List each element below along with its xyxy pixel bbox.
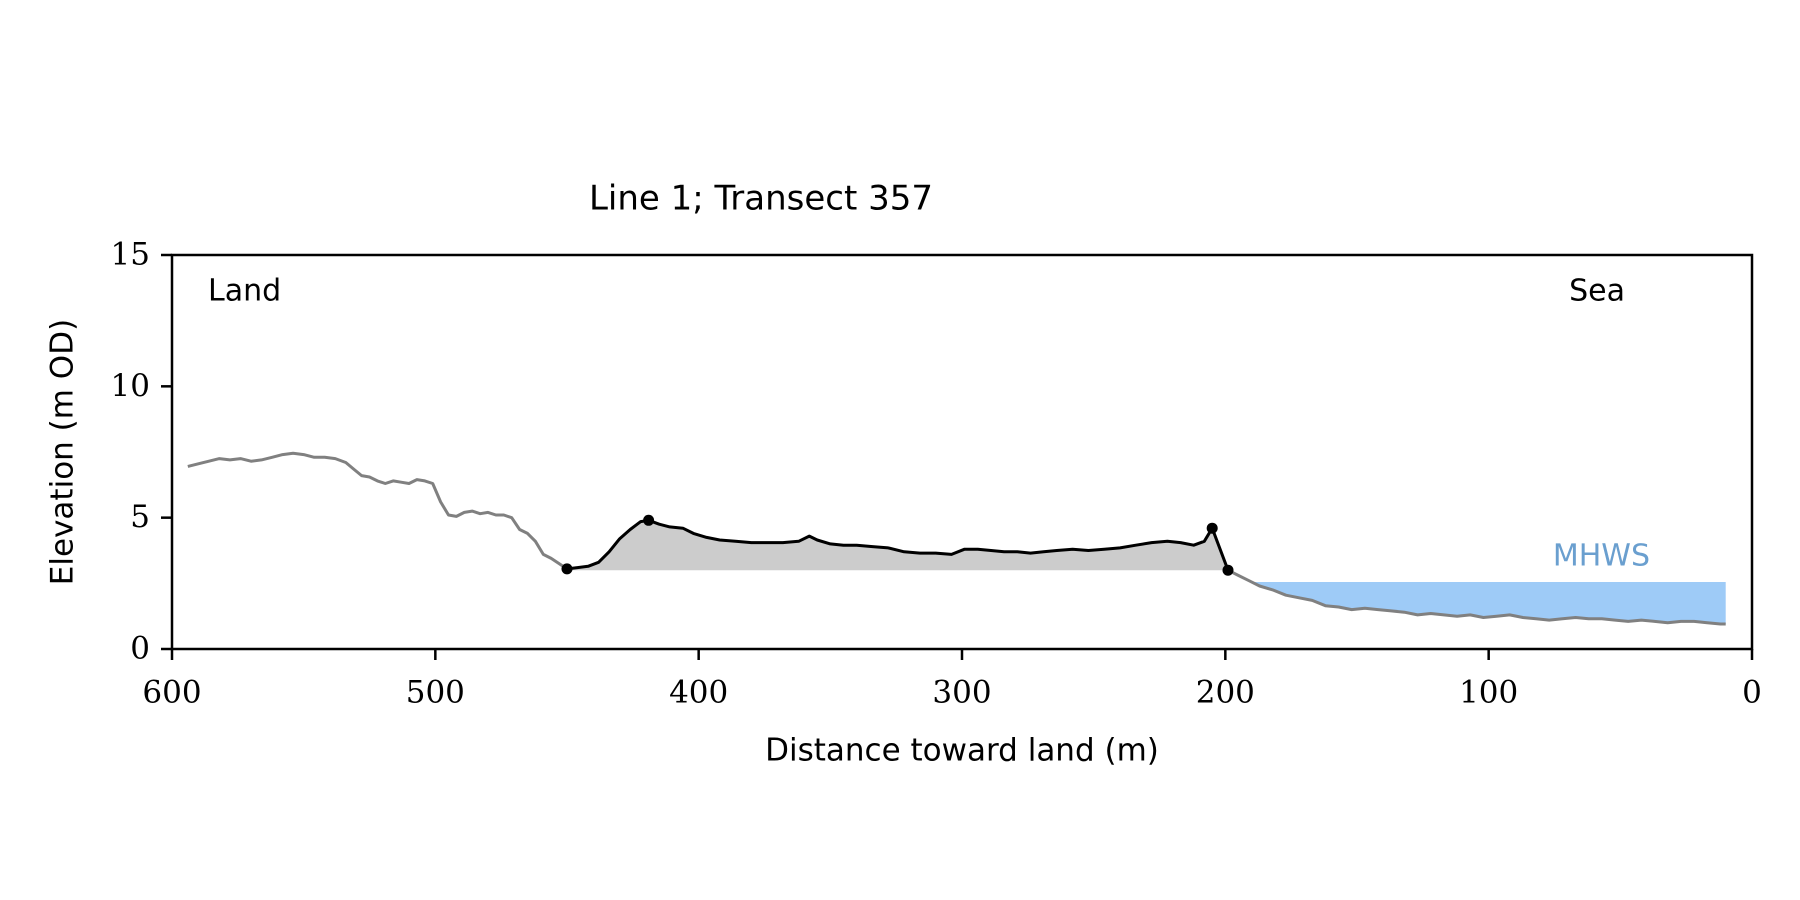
- chart-title: Line 1; Transect 357: [589, 179, 933, 219]
- y-tick-label: 0: [130, 631, 150, 667]
- x-tick-label: 100: [1459, 675, 1518, 711]
- dune-marker-2: [643, 514, 655, 526]
- x-tick-label: 500: [406, 675, 465, 711]
- y-tick-label: 5: [130, 499, 150, 535]
- x-tick-label: 200: [1196, 675, 1255, 711]
- y-tick-label: 15: [111, 237, 150, 273]
- y-tick-label: 10: [111, 368, 150, 404]
- dune-marker-4: [1222, 564, 1234, 576]
- dune-marker-3: [1206, 522, 1218, 534]
- x-tick-label: 300: [932, 675, 991, 711]
- dune-marker-1: [561, 563, 573, 575]
- y-axis: 0 5 10 15: [111, 237, 172, 667]
- mhws-band: [1251, 582, 1726, 624]
- sea-label: Sea: [1569, 274, 1625, 309]
- profile-line-seaward: [1227, 568, 1726, 626]
- profile-line-landward: [187, 451, 568, 571]
- x-tick-label: 400: [669, 675, 728, 711]
- x-axis: 600 500 400 300 200 100 0: [142, 649, 1762, 711]
- x-tick-label: 600: [142, 675, 201, 711]
- x-tick-label: 0: [1742, 675, 1762, 711]
- dune-fill: [567, 520, 1228, 571]
- y-axis-label: Elevation (m OD): [45, 319, 81, 585]
- mhws-label: MHWS: [1553, 539, 1650, 574]
- plot-area: [187, 451, 1726, 626]
- dune-profile-line: [566, 518, 1230, 571]
- land-label: Land: [208, 274, 281, 309]
- x-axis-label: Distance toward land (m): [765, 733, 1159, 769]
